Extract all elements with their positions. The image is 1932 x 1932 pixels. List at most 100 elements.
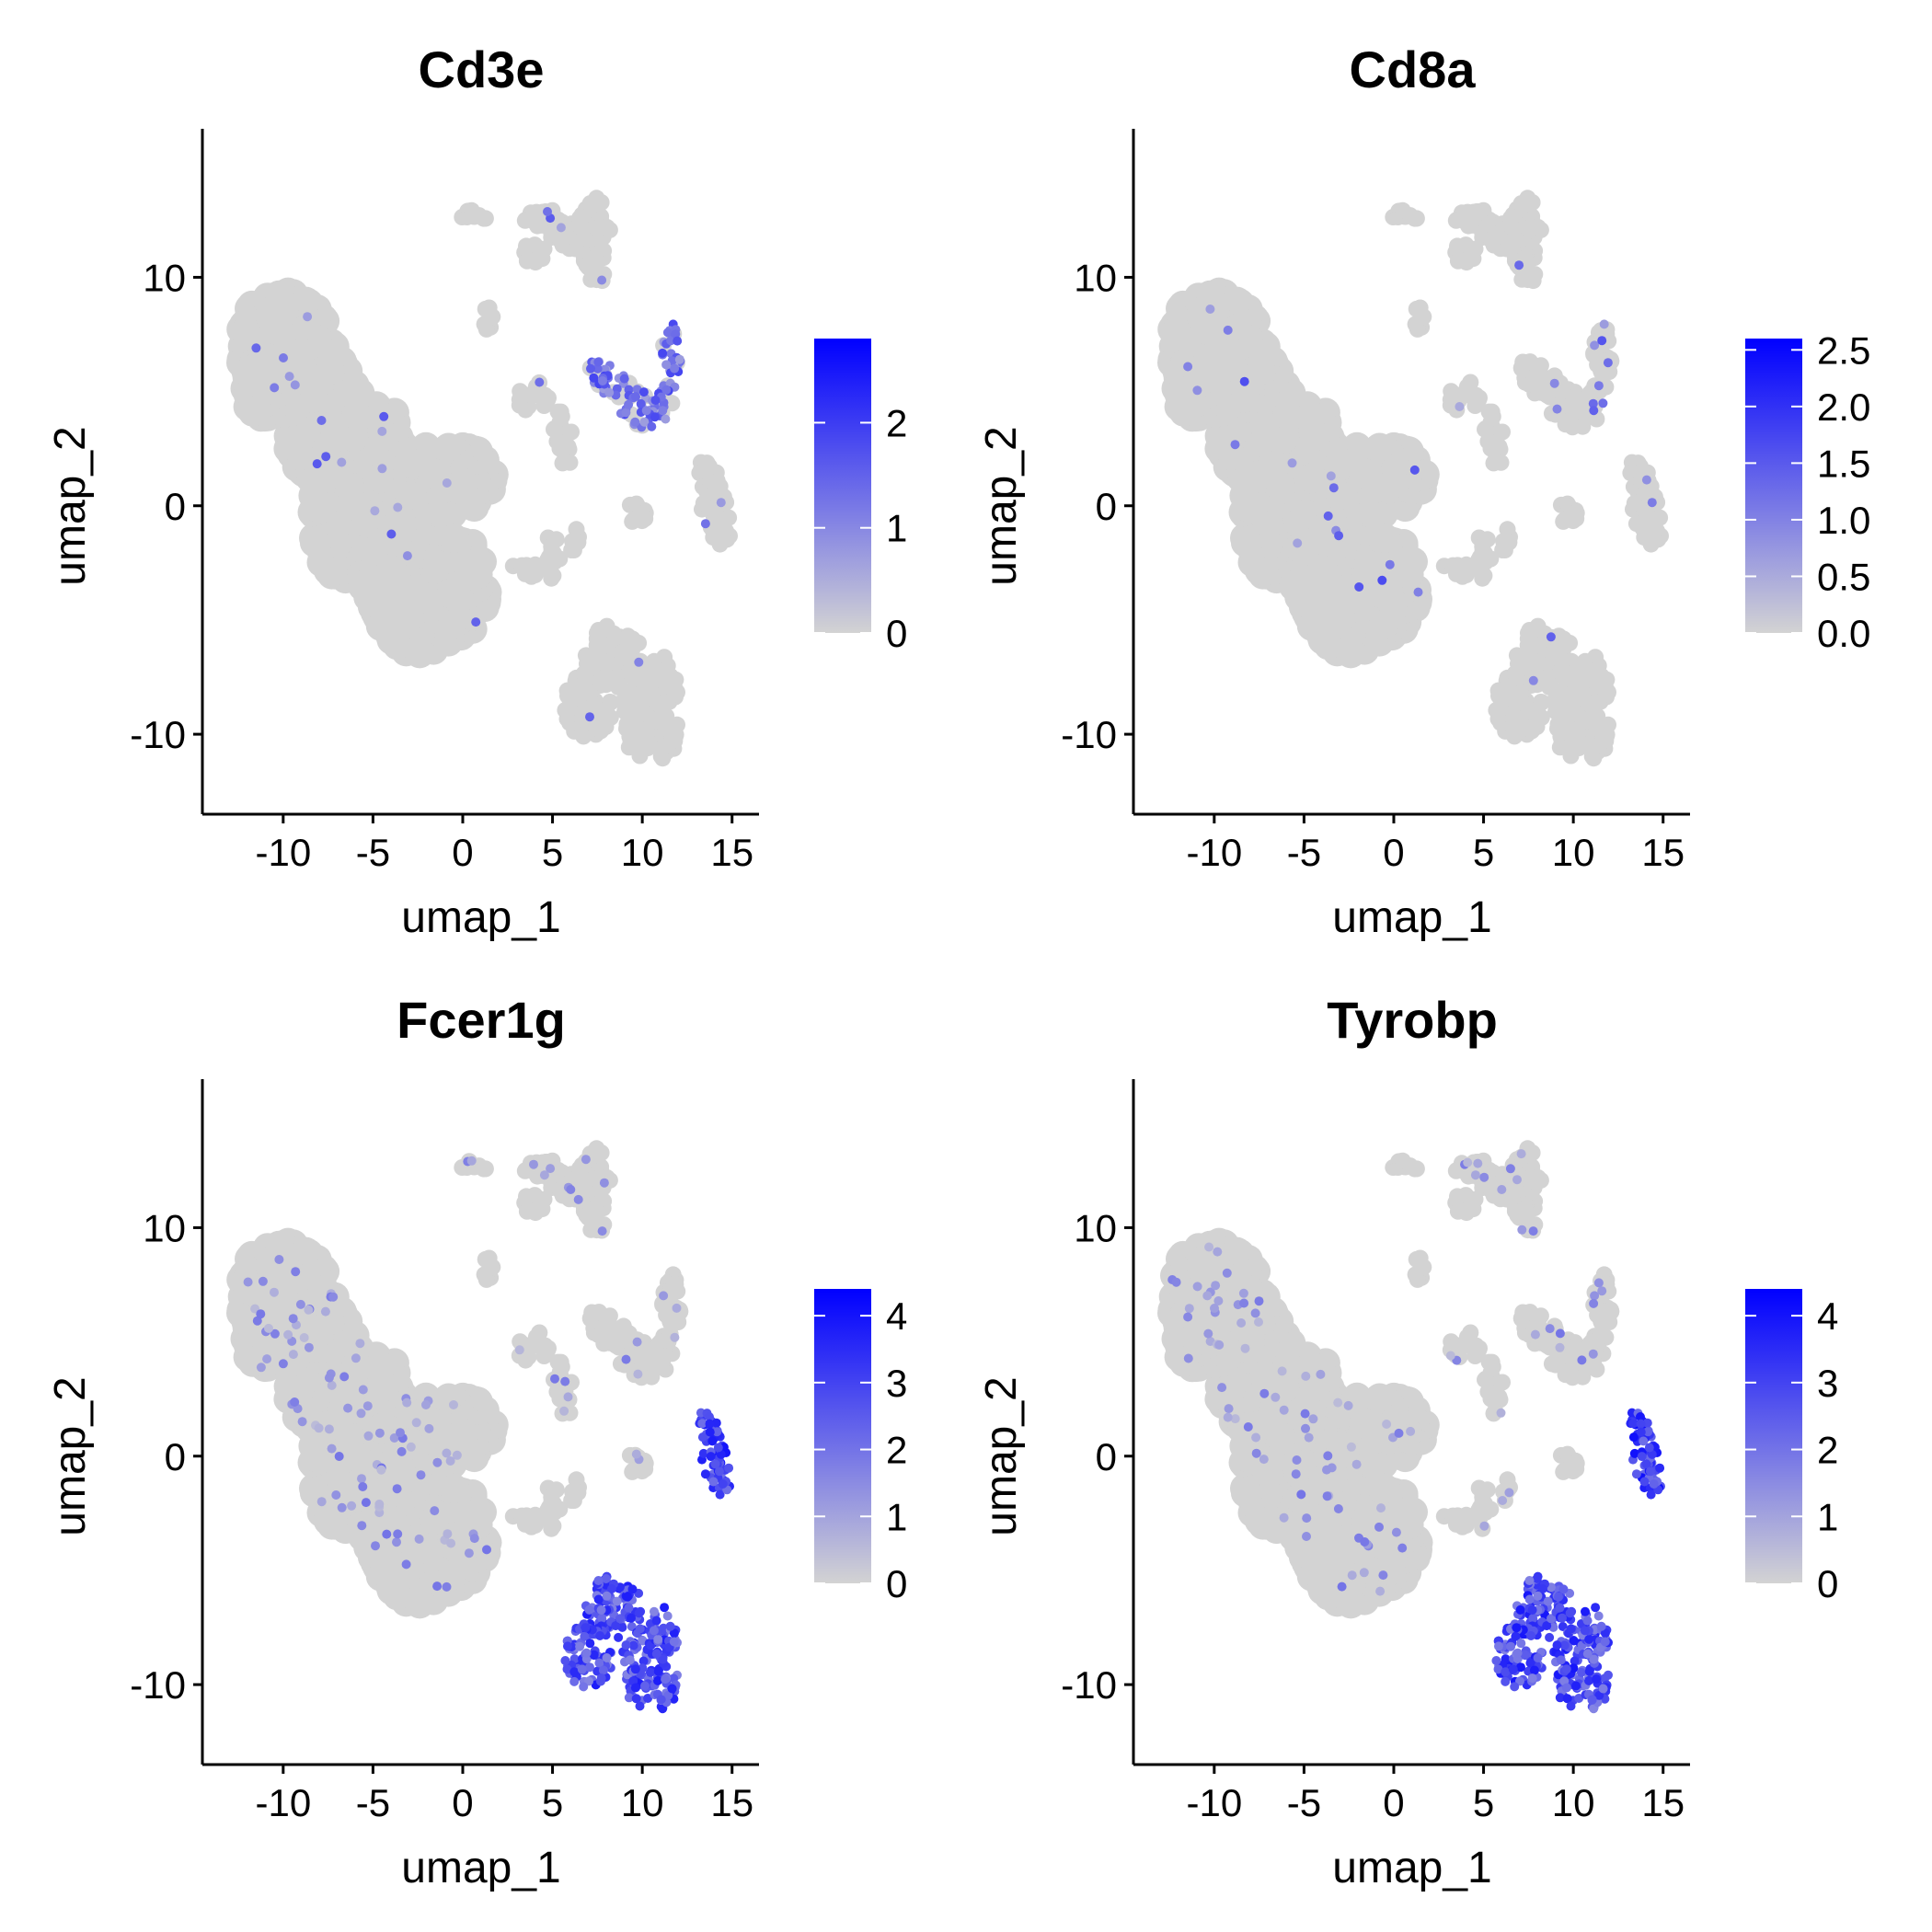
cell-point xyxy=(585,712,594,722)
cell-point xyxy=(463,559,493,590)
colorbar xyxy=(814,339,871,633)
cell-point xyxy=(624,399,634,409)
cell-points xyxy=(226,190,738,767)
cell-point xyxy=(619,374,629,384)
cell-point xyxy=(535,377,545,387)
cell-point xyxy=(631,392,640,402)
cell-point xyxy=(436,579,466,609)
cell-point xyxy=(1524,194,1541,211)
cell-point xyxy=(1413,587,1423,597)
cell-point xyxy=(1504,710,1522,728)
cell-point xyxy=(545,567,562,584)
cell-point xyxy=(286,440,316,470)
cell-point xyxy=(1183,362,1193,372)
cell-point xyxy=(1597,336,1607,346)
cell-point xyxy=(518,237,535,255)
panel-title: Cd8a xyxy=(1350,40,1477,98)
colorbar xyxy=(1745,339,1802,633)
cell-point xyxy=(563,542,581,558)
cell-point xyxy=(1549,378,1559,388)
cell-point xyxy=(1548,686,1566,704)
y-tick-label: 0 xyxy=(165,485,186,528)
cell-point xyxy=(284,372,294,382)
cell-point xyxy=(437,610,467,640)
cell-point xyxy=(1312,564,1342,594)
cell-point xyxy=(1205,305,1215,314)
y-axis-label: umap_2 xyxy=(46,426,95,585)
cell-point xyxy=(316,416,327,425)
cell-point xyxy=(650,396,661,405)
x-tick-label: 5 xyxy=(1473,831,1494,874)
cell-point xyxy=(1223,325,1233,335)
cell-point xyxy=(299,383,329,413)
cell-point xyxy=(1192,385,1202,396)
cell-point xyxy=(1409,465,1420,475)
cell-point xyxy=(1246,355,1276,385)
cell-point xyxy=(647,421,657,431)
cell-point xyxy=(630,417,640,427)
cell-point xyxy=(1583,741,1601,758)
cell-point xyxy=(1478,531,1496,548)
cell-point xyxy=(335,472,365,502)
cell-point xyxy=(593,357,604,367)
x-tick-label: 0 xyxy=(452,831,473,874)
x-tick-label: -10 xyxy=(1186,831,1242,874)
cell-point xyxy=(303,312,313,322)
cell-point xyxy=(511,391,528,408)
cell-point xyxy=(422,549,453,580)
cell-point xyxy=(230,316,260,347)
cell-point xyxy=(1589,406,1599,416)
cell-point xyxy=(661,360,672,370)
cell-point xyxy=(1415,308,1432,326)
cell-point xyxy=(1593,381,1604,391)
cell-point xyxy=(632,505,650,523)
cell-point xyxy=(337,457,347,467)
cell-point xyxy=(463,201,480,219)
cell-point xyxy=(1455,402,1465,411)
cell-point xyxy=(439,523,469,553)
cell-point xyxy=(592,719,610,737)
cell-point xyxy=(1354,582,1364,592)
panel-title: Fcer1g xyxy=(397,991,566,1049)
cell-point xyxy=(369,606,399,637)
cell-point xyxy=(585,249,603,267)
cell-point xyxy=(1558,710,1575,728)
colorbar-tick-label: 2 xyxy=(886,401,907,444)
colorbar-tick-label: 2.0 xyxy=(1817,385,1870,429)
cell-point xyxy=(1173,393,1203,423)
y-tick-label: 0 xyxy=(1096,485,1117,528)
cell-point xyxy=(370,506,380,516)
cell-point xyxy=(658,348,668,358)
cell-point xyxy=(547,531,565,548)
cell-point xyxy=(1230,440,1240,450)
cell-point xyxy=(1576,672,1593,689)
cell-point xyxy=(658,406,668,416)
x-tick-label: 15 xyxy=(1641,831,1685,874)
cell-point xyxy=(1513,360,1530,377)
cell-point xyxy=(673,336,683,346)
cell-point xyxy=(571,687,589,705)
cell-point xyxy=(665,683,683,700)
x-tick-label: -5 xyxy=(1287,831,1321,874)
cell-point xyxy=(1603,358,1613,368)
cell-point xyxy=(1449,252,1466,270)
cell-point xyxy=(525,213,543,230)
cell-point xyxy=(1528,675,1538,685)
colorbar-tick-label: 0 xyxy=(886,612,907,655)
cell-point xyxy=(1476,567,1493,584)
cell-point xyxy=(1385,559,1395,569)
cell-points xyxy=(226,1140,734,1714)
x-tick-label: 0 xyxy=(1383,831,1404,874)
cell-points xyxy=(1157,190,1669,767)
cell-point xyxy=(449,468,478,499)
cell-point xyxy=(518,557,535,574)
cell-point xyxy=(1456,213,1474,230)
cell-point xyxy=(621,408,631,418)
cell-point xyxy=(518,252,535,270)
panel-title: Cd3e xyxy=(419,40,545,98)
cell-point xyxy=(598,637,615,654)
cell-point xyxy=(617,686,635,704)
cell-point xyxy=(1272,400,1303,430)
cell-point xyxy=(598,218,615,236)
